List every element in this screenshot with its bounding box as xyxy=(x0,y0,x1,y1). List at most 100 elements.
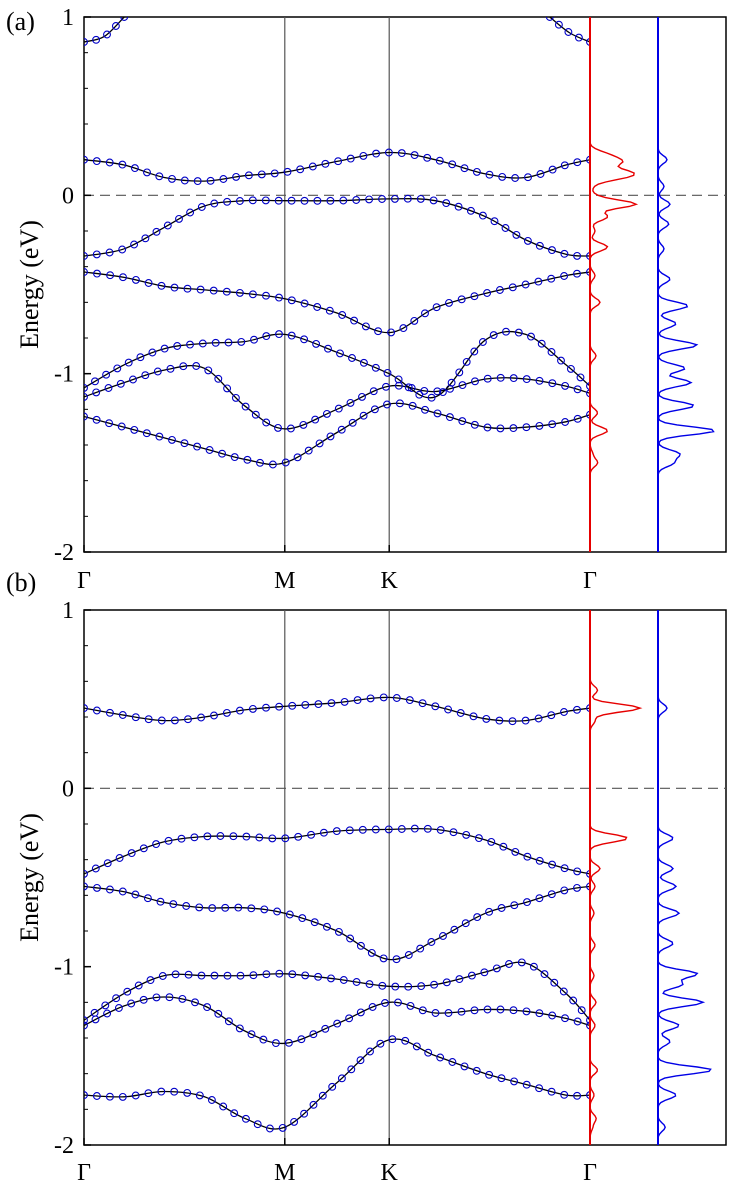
band-marker xyxy=(472,1066,481,1075)
band-marker xyxy=(326,432,335,441)
band-marker xyxy=(390,194,399,203)
band-marker xyxy=(262,970,271,979)
band-marker xyxy=(535,421,544,430)
band-marker xyxy=(547,348,556,356)
band-line-4 xyxy=(84,885,590,961)
band-marker xyxy=(236,971,245,980)
band-marker xyxy=(168,435,176,444)
band-marker xyxy=(182,902,191,910)
band-marker xyxy=(190,833,199,842)
band-marker xyxy=(401,1036,410,1045)
band-marker xyxy=(548,860,557,869)
band-marker xyxy=(522,423,531,432)
band-marker xyxy=(548,1011,557,1020)
band-marker xyxy=(283,167,292,176)
band-marker xyxy=(84,252,88,260)
band-marker xyxy=(566,364,575,373)
band-marker xyxy=(265,1124,274,1133)
band-marker xyxy=(352,196,361,204)
band-marker xyxy=(123,987,132,996)
band-marker xyxy=(561,1014,569,1023)
band-marker xyxy=(143,168,151,177)
band-marker xyxy=(273,907,282,916)
band-marker xyxy=(178,994,187,1003)
band-marker xyxy=(560,708,568,716)
band-marker xyxy=(432,303,441,312)
band-marker xyxy=(497,904,506,912)
band-marker xyxy=(573,1091,582,1100)
band-marker xyxy=(203,832,212,841)
band-marker xyxy=(262,332,271,341)
band-marker xyxy=(455,368,464,377)
band-marker xyxy=(131,890,140,899)
bands xyxy=(84,17,590,469)
band-marker xyxy=(180,439,189,448)
band-marker xyxy=(408,401,417,410)
band-marker xyxy=(304,446,313,455)
band-marker xyxy=(248,196,257,205)
band-marker xyxy=(508,283,517,292)
band-marker xyxy=(421,309,429,318)
band-marker xyxy=(155,172,164,181)
band-marker xyxy=(394,375,403,384)
band-marker xyxy=(529,962,538,971)
band-marker xyxy=(395,399,404,408)
kpoint-label-Γ: Γ xyxy=(77,1160,91,1186)
band-marker xyxy=(512,230,521,239)
band-marker xyxy=(191,998,199,1007)
band-marker xyxy=(127,849,136,858)
band-marker xyxy=(439,932,447,940)
band-marker xyxy=(92,1092,101,1100)
band-marker xyxy=(260,905,269,914)
band-marker xyxy=(383,400,391,409)
band-marker xyxy=(208,904,217,913)
band-marker xyxy=(157,1087,166,1096)
band-marker xyxy=(101,1001,110,1010)
band-marker xyxy=(404,982,413,991)
band-marker xyxy=(429,196,438,205)
band-marker xyxy=(560,1090,569,1099)
band-marker xyxy=(114,1004,123,1012)
band-marker xyxy=(436,1053,445,1062)
band-marker xyxy=(460,164,469,173)
band-marker xyxy=(92,388,101,397)
band-marker xyxy=(410,316,419,325)
band-marker xyxy=(244,171,253,180)
band-marker xyxy=(90,1008,99,1017)
band-marker xyxy=(248,290,257,299)
band-marker xyxy=(193,177,202,186)
band-marker xyxy=(348,418,357,427)
band-marker xyxy=(576,373,585,382)
band-marker xyxy=(290,1117,299,1126)
band-marker xyxy=(535,1009,544,1018)
band-marker xyxy=(164,836,173,845)
band-marker xyxy=(214,1009,223,1018)
band-marker xyxy=(345,826,354,835)
band-marker xyxy=(235,288,244,297)
band-marker xyxy=(436,826,445,834)
band-marker xyxy=(560,886,569,895)
band-marker xyxy=(197,971,206,980)
band-marker xyxy=(371,363,380,372)
band-marker xyxy=(521,280,530,289)
band-marker xyxy=(573,269,581,278)
band-marker xyxy=(219,1102,228,1111)
band-marker xyxy=(338,311,347,319)
band-marker xyxy=(262,418,271,427)
band-marker xyxy=(105,885,114,894)
band-marker xyxy=(175,214,183,223)
band-marker xyxy=(557,356,565,365)
band-marker xyxy=(548,246,556,255)
band-marker xyxy=(498,172,507,181)
band-marker xyxy=(431,702,440,711)
y-axis-label: Energy (eV) xyxy=(15,220,44,349)
band-marker xyxy=(457,295,466,304)
band-marker xyxy=(327,974,335,983)
bands xyxy=(84,693,590,1133)
band-marker xyxy=(394,998,402,1007)
band-marker xyxy=(223,384,232,393)
band-marker xyxy=(84,1016,88,1025)
band-marker xyxy=(196,285,205,294)
band-marker xyxy=(111,22,120,30)
dos-red-curve xyxy=(589,610,643,1145)
